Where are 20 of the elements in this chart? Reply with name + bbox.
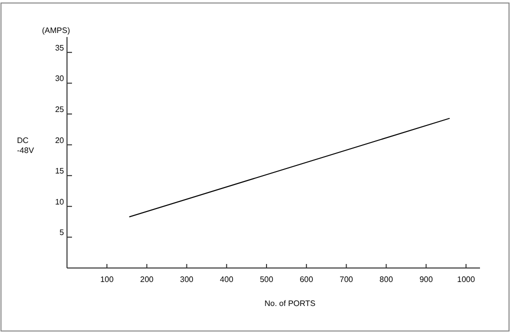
x-tick-label: 900	[419, 275, 434, 284]
x-tick-label: 400	[220, 275, 234, 284]
x-tick-label: 300	[180, 275, 194, 284]
x-tick-label: 700	[340, 275, 354, 284]
y-tick-label: 30	[55, 74, 65, 84]
text: (AMPS)	[42, 26, 70, 35]
x-tick-label: 500	[260, 275, 274, 284]
y-tick-label: 10	[55, 197, 65, 206]
x-axis-title: No. of PORTS	[264, 299, 316, 308]
x-tick-label: 100	[100, 275, 114, 284]
y-tick-label: 15	[55, 166, 65, 176]
y-tick-label: 20	[55, 136, 65, 145]
x-tick-label: 1000	[457, 275, 476, 284]
y-tick-label: 25	[55, 105, 65, 114]
x-tick-label: 800	[380, 275, 394, 284]
x-tick-label: 200	[140, 275, 154, 284]
y-tick-label: 35	[55, 43, 65, 52]
y-axis-title: DC -48V	[17, 136, 35, 155]
x-tick-label: 600	[300, 275, 314, 284]
y-tick-label: 5	[60, 228, 65, 238]
